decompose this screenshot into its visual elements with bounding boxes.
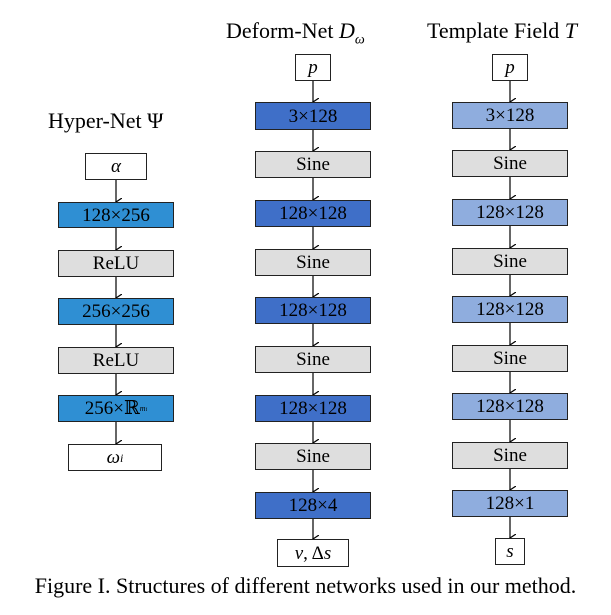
hyper-net-title: Hyper-Net Ψ: [48, 108, 164, 133]
hyper-relu-1: ReLU: [58, 250, 174, 277]
deform-net-title: Deform-Net Dω: [226, 18, 365, 48]
template-layer-5: 128×1: [452, 490, 568, 517]
template-layer-1: 3×128: [452, 102, 568, 129]
deform-layer-3: 128×128: [255, 297, 371, 324]
template-output-s: s: [495, 538, 525, 565]
hyper-relu-2: ReLU: [58, 347, 174, 374]
deform-layer-4: 128×128: [255, 395, 371, 422]
hyper-layer-1: 128×256: [58, 202, 174, 228]
template-sine-1: Sine: [452, 150, 568, 177]
deform-sine-1: Sine: [255, 151, 371, 178]
deform-sine-4: Sine: [255, 443, 371, 470]
deform-layer-1: 3×128: [255, 102, 371, 130]
figure-caption: Figure I. Structures of different networ…: [34, 573, 577, 598]
template-sine-4: Sine: [452, 442, 568, 469]
hyper-input-alpha: α: [85, 153, 147, 180]
hyper-layer-2: 256×256: [58, 298, 174, 325]
deform-sine-2: Sine: [255, 249, 371, 276]
template-layer-4: 128×128: [452, 393, 568, 420]
template-input-p: p: [492, 54, 528, 81]
deform-sine-3: Sine: [255, 346, 371, 373]
template-layer-3: 128×128: [452, 296, 568, 323]
deform-input-p: p: [295, 54, 331, 81]
template-field-title: Template Field T: [427, 18, 578, 43]
deform-layer-2: 128×128: [255, 200, 371, 227]
deform-layer-5: 128×4: [255, 492, 371, 519]
template-sine-3: Sine: [452, 345, 568, 372]
template-sine-2: Sine: [452, 248, 568, 275]
template-layer-2: 128×128: [452, 199, 568, 226]
